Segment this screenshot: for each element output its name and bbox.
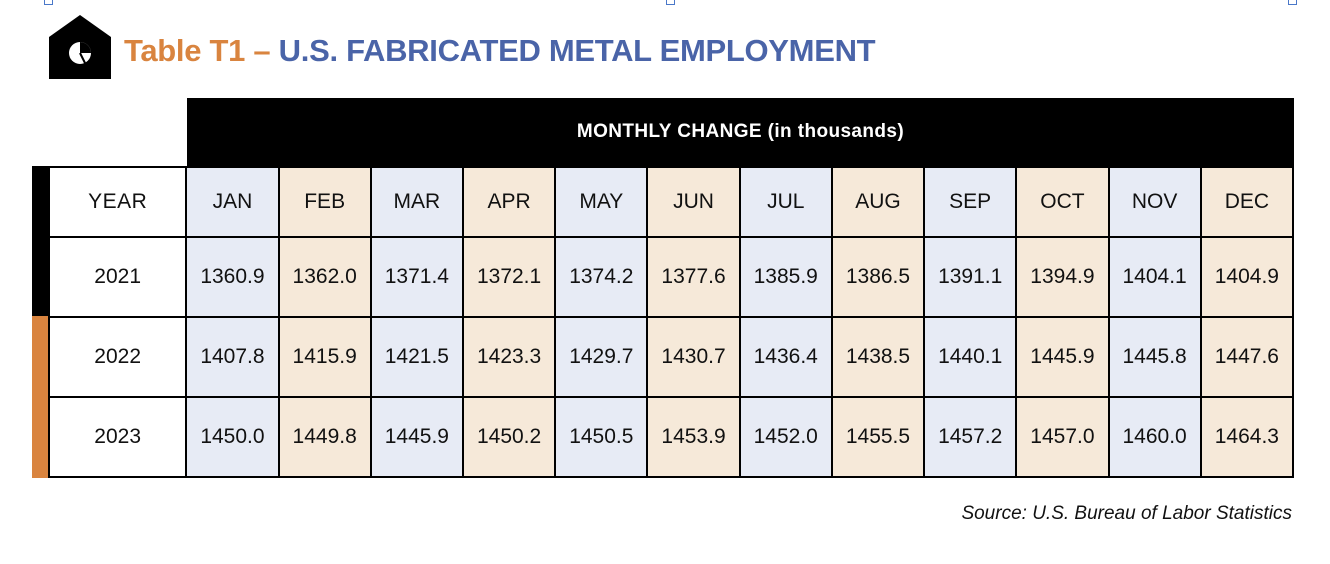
value-cell: 1386.5 (830, 236, 926, 318)
value-cell: 1445.9 (369, 396, 464, 478)
month-header-oct: OCT (1015, 166, 1110, 238)
year-column-header: YEAR (47, 166, 188, 238)
value-cell: 1436.4 (738, 316, 833, 398)
value-cell: 1460.0 (1107, 396, 1202, 478)
year-cell: 2021 (47, 236, 188, 318)
table-row: 2023 1450.0 1449.8 1445.9 1450.2 1450.5 1453.9… (47, 396, 1295, 478)
table-header-row: YEAR JAN FEB MAR APR MAY JUN JUL AUG SEP OCT NOV DE… (47, 166, 1295, 238)
month-header-may: MAY (554, 166, 649, 238)
value-cell: 1415.9 (277, 316, 372, 398)
month-header-aug: AUG (830, 166, 926, 238)
title-dash: – (253, 33, 271, 68)
crop-mark-left (44, 0, 53, 5)
accent-bar-black (32, 166, 48, 316)
month-header-jun: JUN (646, 166, 741, 238)
crop-mark-right (1288, 0, 1297, 5)
value-cell: 1452.0 (738, 396, 833, 478)
month-header-jan: JAN (185, 166, 280, 238)
month-header-mar: MAR (369, 166, 464, 238)
value-cell: 1372.1 (461, 236, 557, 318)
value-cell: 1457.0 (1015, 396, 1110, 478)
month-header-nov: NOV (1107, 166, 1202, 238)
table-row: 2022 1407.8 1415.9 1421.5 1423.3 1429.7 1430.7… (47, 316, 1295, 398)
value-cell: 1453.9 (646, 396, 741, 478)
title-main: U.S. FABRICATED METAL EMPLOYMENT (278, 33, 876, 68)
value-cell: 1450.5 (554, 396, 649, 478)
title-label: Table T1 (124, 33, 246, 68)
value-cell: 1391.1 (923, 236, 1018, 318)
value-cell: 1374.2 (554, 236, 649, 318)
value-cell: 1430.7 (646, 316, 741, 398)
value-cell: 1362.0 (277, 236, 372, 318)
value-cell: 1385.9 (738, 236, 833, 318)
year-cell: 2022 (47, 316, 188, 398)
value-cell: 1421.5 (369, 316, 464, 398)
crop-mark-center (666, 0, 675, 5)
accent-bar-orange (32, 316, 48, 478)
source-note: Source: U.S. Bureau of Labor Statistics (961, 503, 1292, 524)
value-cell: 1360.9 (185, 236, 280, 318)
employment-table: YEAR JAN FEB MAR APR MAY JUN JUL AUG SEP OCT NOV DE… (47, 166, 1295, 478)
value-cell: 1423.3 (461, 316, 557, 398)
month-header-dec: DEC (1199, 166, 1295, 238)
value-cell: 1449.8 (277, 396, 372, 478)
month-header-apr: APR (461, 166, 557, 238)
value-cell: 1404.1 (1107, 236, 1202, 318)
value-cell: 1445.8 (1107, 316, 1202, 398)
year-cell: 2023 (47, 396, 188, 478)
value-cell: 1429.7 (554, 316, 649, 398)
value-cell: 1464.3 (1199, 396, 1295, 478)
value-cell: 1440.1 (923, 316, 1018, 398)
monthly-change-header: MONTHLY CHANGE (in thousands) (187, 98, 1294, 166)
value-cell: 1404.9 (1199, 236, 1295, 318)
value-cell: 1438.5 (830, 316, 926, 398)
table-title: Table T1 – U.S. FABRICATED METAL EMPLOYM… (124, 33, 876, 69)
value-cell: 1447.6 (1199, 316, 1295, 398)
value-cell: 1371.4 (369, 236, 464, 318)
month-header-sep: SEP (923, 166, 1018, 238)
value-cell: 1457.2 (923, 396, 1018, 478)
value-cell: 1407.8 (185, 316, 280, 398)
month-header-jul: JUL (738, 166, 833, 238)
value-cell: 1445.9 (1015, 316, 1110, 398)
value-cell: 1455.5 (830, 396, 926, 478)
table-row: 2021 1360.9 1362.0 1371.4 1372.1 1374.2 1377.6… (47, 236, 1295, 318)
pie-chart-house-icon (49, 15, 111, 79)
value-cell: 1377.6 (646, 236, 741, 318)
value-cell: 1394.9 (1015, 236, 1110, 318)
value-cell: 1450.2 (461, 396, 557, 478)
value-cell: 1450.0 (185, 396, 280, 478)
month-header-feb: FEB (277, 166, 372, 238)
